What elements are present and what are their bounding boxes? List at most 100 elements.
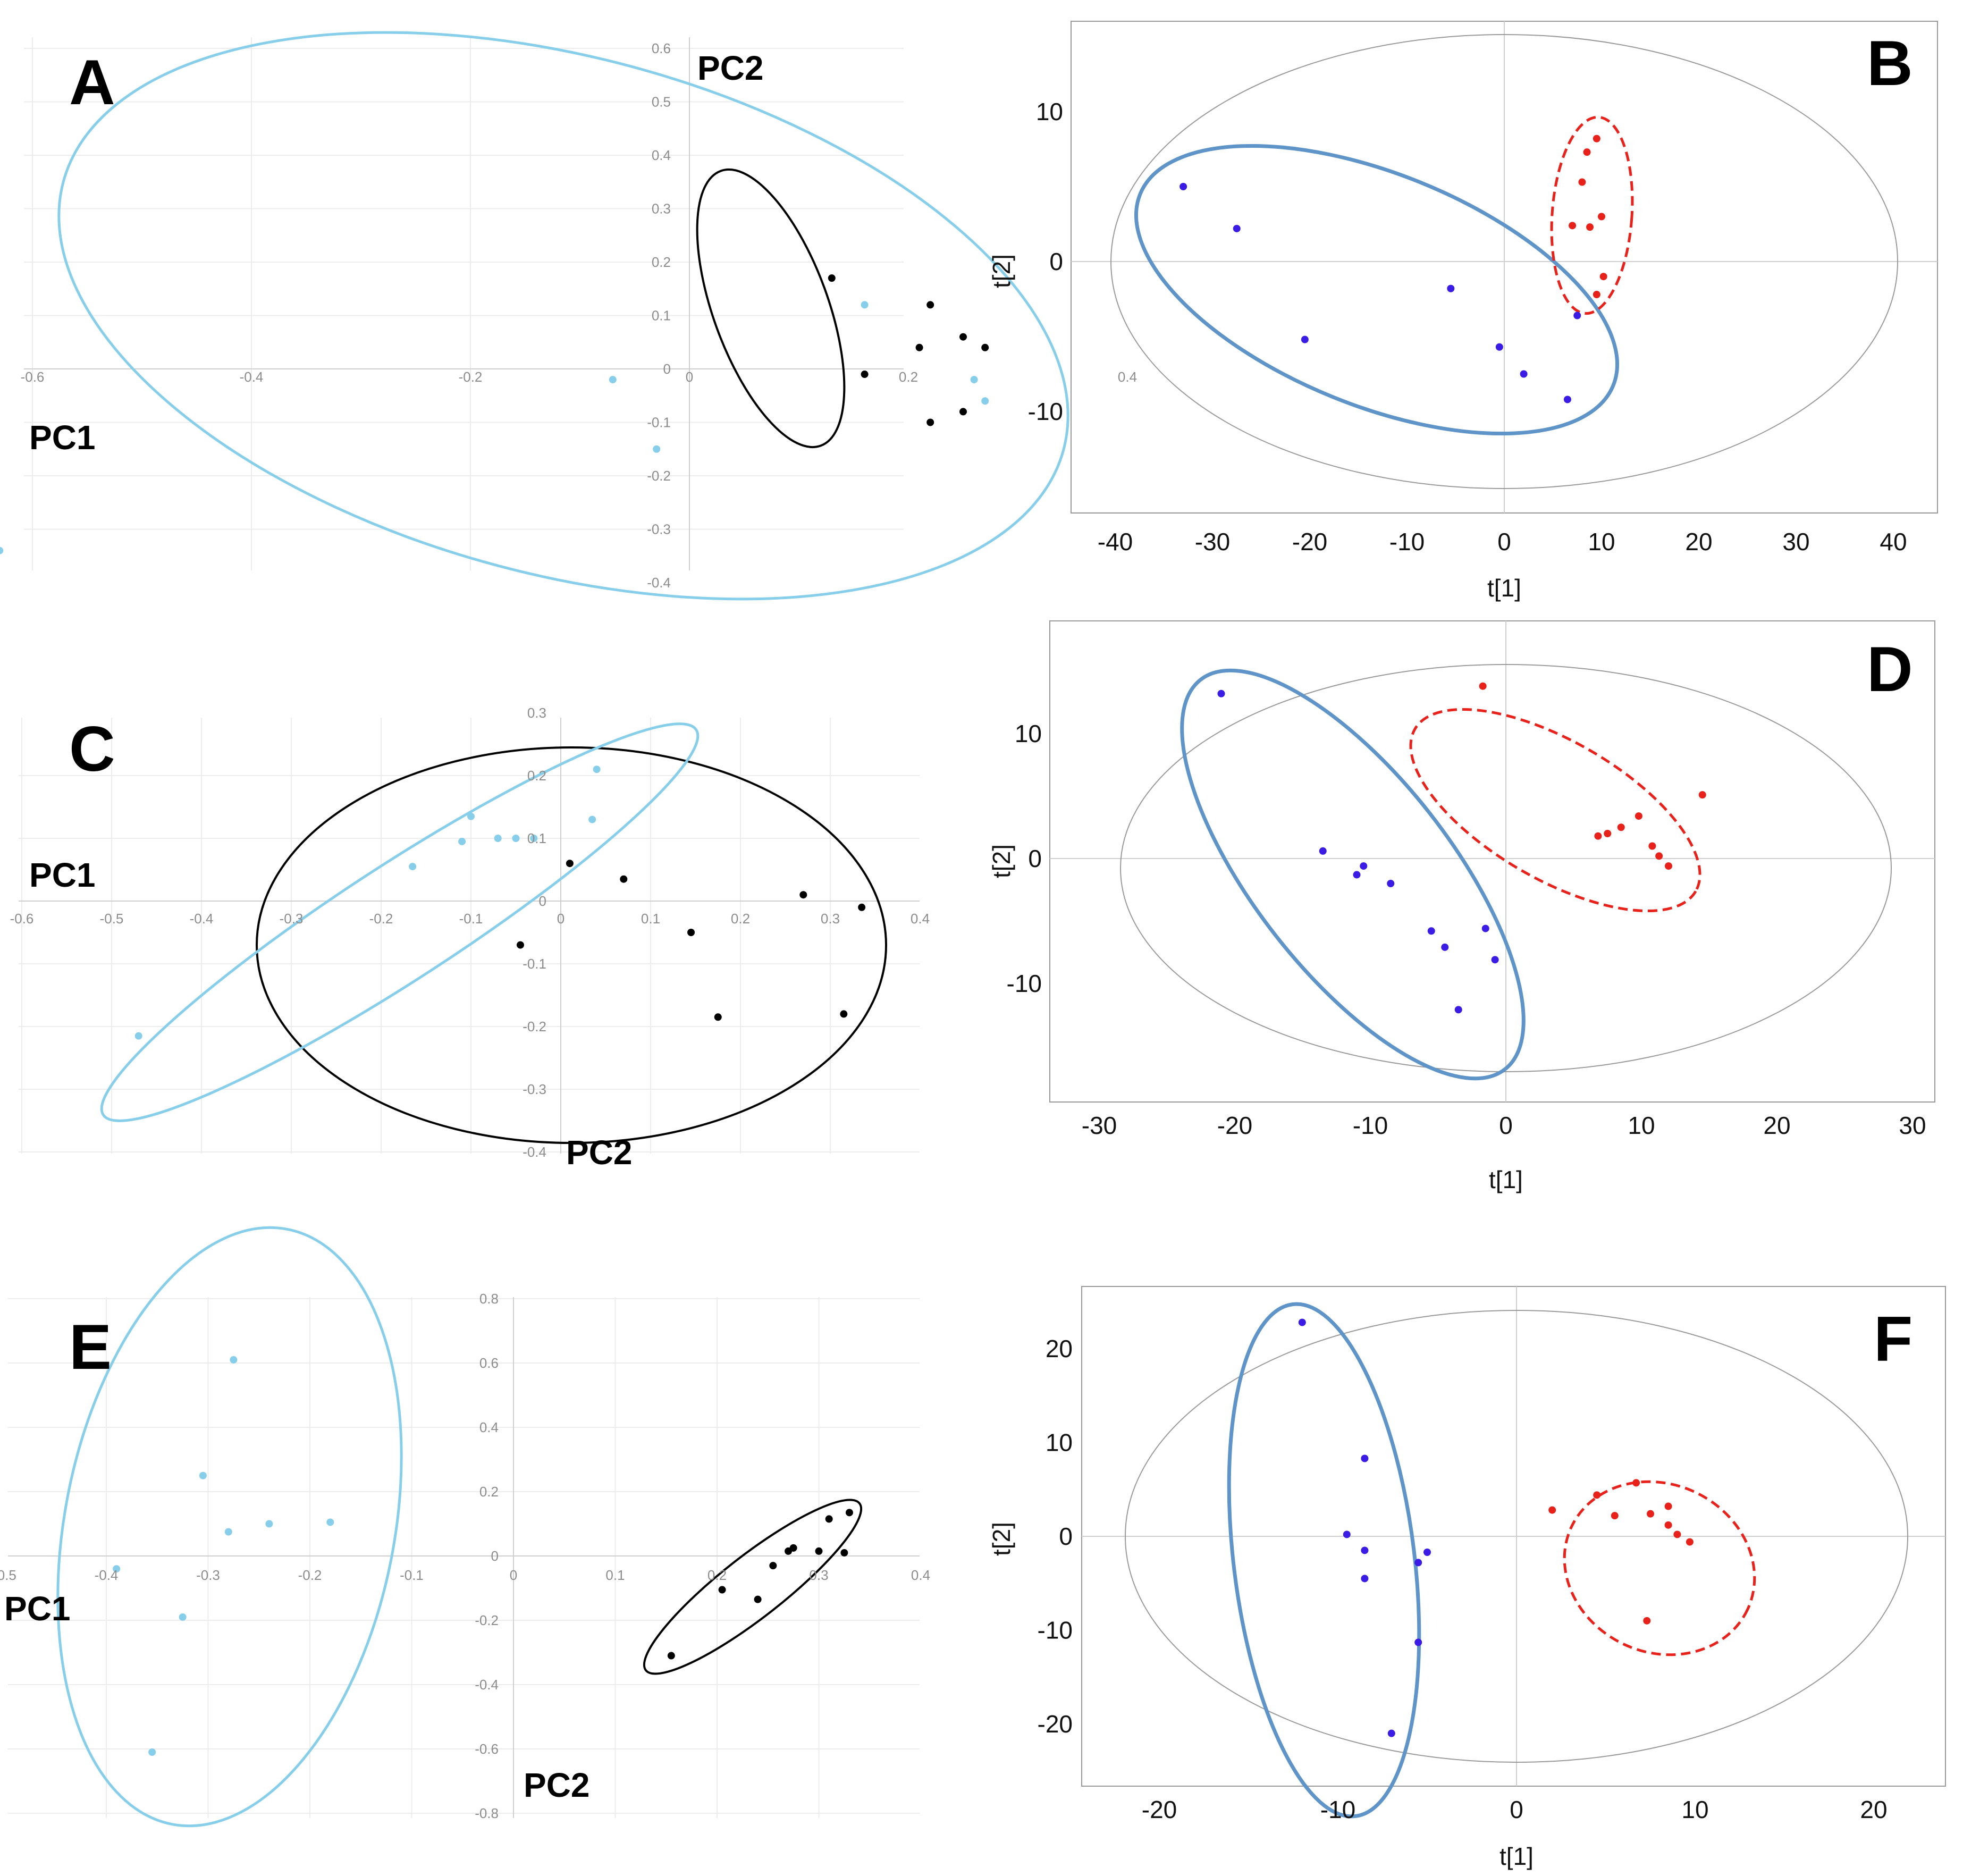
panel-a-group-ellipses — [57, 31, 1069, 601]
panel-d-red-group-point — [1655, 852, 1663, 860]
panel-e-x-tick-label: -0.5 — [0, 1567, 16, 1583]
panel-f-oplsda-score-plot: -20 -10 0 10 20 20 10 0 -10 -20 F t[1] t[2] — [988, 1286, 1946, 1870]
panel-c-y-tick-label: 0.2 — [527, 768, 546, 784]
panel-b-x-tick-label: -30 — [1195, 528, 1230, 556]
panel-e-y-tick-label: 0.2 — [479, 1484, 499, 1500]
panel-b-blue-group-point — [1180, 183, 1187, 190]
panel-c-group-2-point — [858, 903, 866, 911]
panel-d-hotelling-t2-ellipse — [1120, 664, 1892, 1072]
panel-b-red-group-point — [1578, 178, 1586, 186]
panel-a-x-tick-label: 0.2 — [899, 369, 918, 385]
panel-e-group-ellipses — [56, 1226, 863, 1828]
panel-f-blue-group-point — [1361, 1454, 1369, 1462]
panel-c-group-1-point — [134, 1032, 142, 1040]
panel-d-red-group-point — [1648, 842, 1656, 850]
panel-f-red-group-point — [1673, 1530, 1681, 1538]
panel-b-red-group-point — [1593, 291, 1600, 299]
panel-e-group-1-point — [230, 1356, 238, 1364]
panel-a-y-tick-label: 0.3 — [652, 201, 671, 217]
panel-c-group-ellipses — [100, 722, 887, 1144]
panel-a-tick-labels: -1.2-1-0.8-0.6-0.4-0.200.20.40.60.50.40.… — [21, 40, 1137, 591]
panel-c-group-2-point — [566, 860, 574, 868]
panel-c-x-tick-label: 0.4 — [911, 911, 930, 927]
panel-f-blue-group-ellipse — [1227, 1302, 1421, 1819]
panel-d-red-group-ellipse — [1409, 708, 1701, 913]
panel-c-data-points — [134, 765, 866, 1040]
panel-d-red-group-point — [1604, 830, 1612, 837]
panel-e-x-tick-label: 0.3 — [809, 1567, 828, 1583]
panel-a-group-2-point — [959, 333, 967, 341]
panel-a-axes — [24, 37, 904, 570]
panel-c-group-2-point — [620, 875, 628, 883]
panel-d-blue-group-point — [1481, 924, 1489, 932]
panel-f-y-tick-label: -10 — [1038, 1617, 1073, 1644]
panel-d-blue-group-point — [1427, 927, 1435, 935]
panel-c-x-tick-label: 0.2 — [731, 911, 750, 927]
panel-d-red-group-point — [1665, 862, 1672, 870]
panel-e-group-1-point — [113, 1565, 121, 1573]
panel-c-tick-labels: -0.6 -0.5 -0.4 -0.3 -0.2 -0.1 0 0.1 0.2 0.3 0.4 0.3… — [10, 705, 930, 1160]
panel-e-x-axis-title: PC1 — [4, 1589, 71, 1628]
panel-f-x-tick-label: 10 — [1681, 1796, 1708, 1823]
panel-e-x-tick-label: 0 — [510, 1567, 517, 1583]
panel-f-blue-group-point — [1361, 1546, 1369, 1554]
panel-d-x-tick-label: 20 — [1763, 1112, 1790, 1139]
panel-c-group-1-point — [588, 815, 596, 823]
panel-f-blue-group-point — [1298, 1318, 1306, 1326]
panel-a-group-1-point — [609, 376, 617, 384]
panel-c-group-2-point — [516, 941, 524, 949]
panel-f-red-group-point — [1548, 1506, 1556, 1514]
panel-a-y-tick-label: 0.5 — [652, 94, 671, 110]
panel-c-group-2-point — [799, 891, 807, 899]
panel-c-cyan-group-ellipse — [100, 722, 700, 1122]
panel-d-data-points — [1217, 682, 1706, 1014]
panel-a-x-tick-label: -0.6 — [21, 369, 45, 385]
panel-b-red-group-point — [1598, 213, 1605, 221]
panel-f-hotelling-t2-ellipse — [1125, 1310, 1908, 1763]
panel-b-blue-group-point — [1495, 343, 1503, 351]
panel-a-cyan-group-ellipse — [57, 31, 1069, 601]
panel-a-x-tick-label: 0.4 — [1118, 369, 1137, 385]
panel-f-blue-group-point — [1414, 1559, 1422, 1567]
panel-b-blue-group-point — [1447, 284, 1455, 292]
panel-d-red-group-point — [1698, 791, 1706, 799]
panel-b-y-tick-label: 0 — [1049, 248, 1063, 275]
panel-d-x-tick-label: -10 — [1353, 1112, 1388, 1139]
panel-c-group-1-point — [409, 863, 417, 871]
panel-c-x-tick-label: -0.2 — [369, 911, 393, 927]
panel-f-red-group-point — [1664, 1502, 1672, 1510]
panel-a-group-2-point — [926, 301, 934, 309]
panel-f-red-group-ellipse — [1563, 1480, 1756, 1656]
panel-a-pca-loading-plot: -1.2-1-0.8-0.6-0.4-0.200.20.40.60.50.40.… — [0, 31, 1137, 601]
panel-c-group-1-point — [593, 765, 601, 773]
panel-a-y-tick-label: 0 — [663, 361, 671, 377]
panel-d-red-group-point — [1617, 823, 1625, 831]
panel-d-blue-group-point — [1319, 847, 1327, 855]
panel-c-letter: C — [69, 713, 115, 785]
panel-e-black-group-ellipse — [643, 1499, 863, 1675]
panel-b-red-group-ellipse — [1550, 115, 1634, 315]
panel-d-x-axis-title: t[1] — [1489, 1166, 1523, 1193]
panel-b-oplsda-score-plot: -40 -30 -20 -10 0 10 20 30 40 10 0 -10 B t[1] t[2] — [988, 21, 1938, 602]
panel-b-y-axis-title: t[2] — [988, 254, 1015, 288]
panel-c-group-2-point — [714, 1013, 722, 1021]
panel-e-group-1-point — [148, 1748, 156, 1756]
panel-d-red-group-point — [1594, 832, 1602, 840]
panel-d-blue-group-point — [1441, 943, 1449, 951]
panel-b-blue-group-point — [1520, 370, 1528, 378]
panel-e-group-1-point — [326, 1518, 334, 1526]
panel-a-x-tick-label: -0.4 — [240, 369, 264, 385]
panel-e-group-2-point — [769, 1562, 777, 1570]
panel-b-x-axis-title: t[1] — [1487, 574, 1521, 602]
panel-a-y-tick-label: -0.1 — [647, 415, 671, 431]
panel-e-group-2-point — [667, 1652, 675, 1660]
panel-b-red-group-point — [1569, 222, 1577, 230]
panel-a-group-1-point — [981, 397, 989, 405]
panel-f-x-tick-label: -20 — [1142, 1796, 1177, 1823]
panel-e-y-tick-label: -0.4 — [475, 1677, 499, 1693]
panel-d-tick-labels: -30 -20 -10 0 10 20 30 10 0 -10 — [1007, 720, 1926, 1139]
panel-a-y-tick-label: 0.6 — [652, 40, 671, 56]
panel-f-axes — [1082, 1286, 1945, 1786]
